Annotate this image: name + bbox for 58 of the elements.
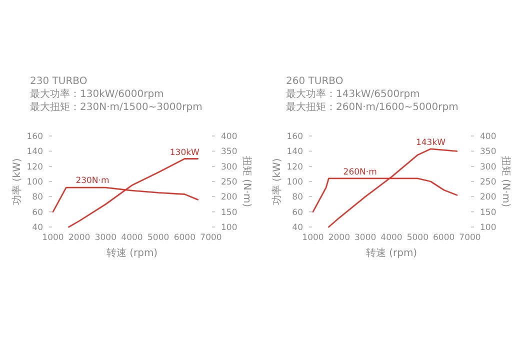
y2-tick-label: 250 bbox=[221, 178, 238, 188]
y-tick-label: 140 bbox=[26, 147, 43, 158]
y2-tick-label: 150 bbox=[480, 208, 496, 218]
y2-tick-label: 400 bbox=[221, 132, 238, 142]
y2-tick-label: 300 bbox=[221, 162, 238, 172]
y2-tick-label: 300 bbox=[480, 162, 496, 172]
y2-tick-label: 200 bbox=[221, 192, 238, 203]
y-tick-label: 40 bbox=[32, 223, 43, 233]
x-tick-label: 4000 bbox=[380, 233, 402, 243]
chart-subtitle: 最大功率：143kW/6500rpm bbox=[286, 88, 420, 100]
x-tick-label: 6000 bbox=[174, 233, 196, 243]
x-tick-label: 5000 bbox=[148, 233, 170, 243]
x-tick-label: 3000 bbox=[354, 233, 376, 243]
y2-tick-label: 100 bbox=[221, 223, 238, 233]
x-tick-label: 7000 bbox=[200, 233, 222, 243]
x-axis-title: 转速 (rpm) bbox=[366, 247, 418, 259]
annotation: 260N·m bbox=[343, 167, 377, 178]
y2-tick-label: 250 bbox=[480, 178, 496, 188]
y2-tick-label: 150 bbox=[221, 208, 238, 218]
y-axis-title: 功率 (kW) bbox=[271, 158, 283, 205]
y-tick-label: 60 bbox=[32, 208, 43, 218]
x-tick-label: 1000 bbox=[42, 233, 64, 243]
x-tick-label: 6000 bbox=[433, 233, 455, 243]
y-tick-label: 60 bbox=[292, 208, 303, 218]
y2-tick-label: 100 bbox=[480, 223, 496, 233]
y-tick-label: 100 bbox=[286, 178, 303, 188]
y-tick-label: 160 bbox=[286, 132, 303, 142]
y-tick-label: 120 bbox=[26, 162, 43, 172]
chart-title: 260 TURBO bbox=[286, 76, 344, 87]
text: 最大扭矩：260N·m/1600~5000rpm bbox=[286, 101, 458, 113]
x-tick-label: 3000 bbox=[94, 233, 116, 243]
y-tick-label: 120 bbox=[286, 162, 303, 172]
y2-axis-title: 扭矩 (N·m) bbox=[241, 156, 253, 208]
text: 最大扭矩：230N·m/1500~3000rpm bbox=[30, 101, 202, 113]
y2-tick-label: 350 bbox=[221, 147, 238, 158]
y-tick-label: 140 bbox=[286, 147, 303, 158]
y2-axis-title: 扭矩 (N·m) bbox=[500, 156, 512, 208]
x-tick-label: 1000 bbox=[302, 233, 324, 243]
y-tick-label: 100 bbox=[26, 178, 43, 188]
y-tick-label: 160 bbox=[26, 132, 43, 142]
y2-tick-label: 200 bbox=[480, 192, 496, 203]
y-tick-label: 80 bbox=[292, 192, 303, 203]
chart-subtitle: 最大功率：130kW/6000rpm bbox=[30, 88, 164, 100]
y-axis-title: 功率 (kW) bbox=[11, 158, 23, 205]
y2-tick-label: 400 bbox=[480, 132, 496, 142]
x-axis-title: 转速 (rpm) bbox=[106, 247, 158, 259]
x-tick-label: 5000 bbox=[406, 233, 428, 243]
annotation: 130kW bbox=[170, 148, 200, 158]
y-tick-label: 80 bbox=[32, 192, 43, 203]
x-tick-label: 2000 bbox=[68, 233, 90, 243]
annotation: 230N·m bbox=[76, 176, 110, 186]
x-tick-label: 7000 bbox=[459, 233, 481, 243]
chart-title: 230 TURBO bbox=[30, 76, 88, 87]
annotation: 143kW bbox=[416, 138, 446, 148]
x-tick-label: 4000 bbox=[121, 233, 143, 243]
y-tick-label: 40 bbox=[292, 223, 303, 233]
x-tick-label: 2000 bbox=[328, 233, 350, 243]
y2-tick-label: 350 bbox=[480, 147, 496, 158]
